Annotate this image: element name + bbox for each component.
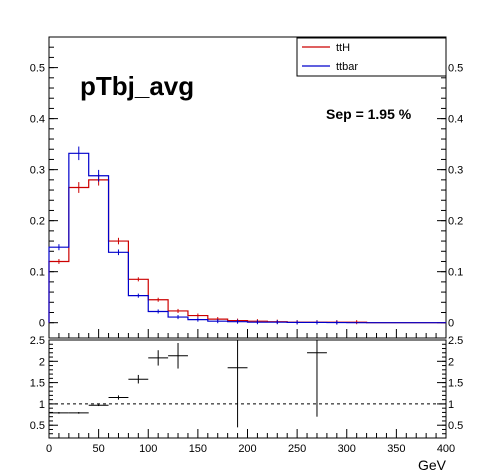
ratio-y-tick-label: 1 <box>39 399 45 411</box>
ratio-y-tick-label: 2.5 <box>30 335 45 347</box>
main-y-tick-label: 0.1 <box>30 267 45 279</box>
main-y-tick-label: 0 <box>39 318 45 330</box>
main-y-tick-label: 0.2 <box>30 216 45 228</box>
main-y-tick-label: 0.5 <box>30 63 45 75</box>
main-y-tick-label-right: 0.2 <box>448 216 463 228</box>
ratio-y-tick-label-right: 2 <box>448 356 454 368</box>
ratio-x-tick-label: 50 <box>93 443 105 455</box>
ratio-x-tick-label: 200 <box>238 443 256 455</box>
main-y-tick-label: 0.3 <box>30 165 45 177</box>
main-y-tick-label: 0.4 <box>30 114 45 126</box>
ratio-y-tick-label: 0.5 <box>30 420 45 432</box>
legend-box <box>296 37 447 77</box>
ratio-y-tick-label-right: 1 <box>448 399 454 411</box>
main-histograms <box>48 146 446 325</box>
main-y-tick-label-right: 0.4 <box>448 114 463 126</box>
ratio-x-tick-label: 250 <box>288 443 306 455</box>
ratio-x-tick-label: 350 <box>387 443 405 455</box>
ratio-x-tick-label: 0 <box>46 443 52 455</box>
main-y-tick-label-right: 0.1 <box>448 267 463 279</box>
main-y-tick-label-right: 0.3 <box>448 165 463 177</box>
ratio-y-tick-label: 2 <box>39 356 45 368</box>
histogram-series-ttbar <box>48 152 446 324</box>
ratio-y-tick-label: 1.5 <box>30 378 45 390</box>
ratio-x-tick-label: 150 <box>189 443 207 455</box>
main-y-tick-label-right: 0 <box>448 318 454 330</box>
ratio-tick-group: 0.5 0.5 1 1 1.5 1.5 2 2 2.5 2.5 0 50 100 150 200 250 300… <box>30 335 464 455</box>
ratio-y-tick-label-right: 2.5 <box>448 335 463 347</box>
plot-title: pTbj_avg <box>80 71 194 101</box>
main-y-tick-label-right: 0.5 <box>448 63 463 75</box>
x-axis-label: GeV <box>418 457 447 472</box>
ratio-x-tick-label: 400 <box>437 443 455 455</box>
ratio-points <box>49 340 327 428</box>
main-tick-group: 0 0 0.1 0.1 0.2 0.2 0.3 0.3 0.4 0.4 0.5 0.5 <box>30 46 463 338</box>
main-panel: 0 0 0.1 0.1 0.2 0.2 0.3 0.3 0.4 0.4 0.5 0.5 pTbj_av… <box>30 36 463 339</box>
ratio-x-tick-label: 300 <box>338 443 356 455</box>
ratio-x-tick-label: 100 <box>139 443 157 455</box>
legend-label-tth: ttH <box>336 42 350 54</box>
legend: ttH ttbar <box>296 37 447 77</box>
ratio-y-tick-label-right: 1.5 <box>448 378 463 390</box>
legend-label-ttbar: ttbar <box>336 61 358 73</box>
ratio-panel: 0.5 0.5 1 1 1.5 1.5 2 2 2.5 2.5 0 50 100 150 200 250 300… <box>30 335 464 472</box>
ratio-y-tick-label-right: 0.5 <box>448 420 463 432</box>
separation-annotation: Sep = 1.95 % <box>326 106 412 122</box>
